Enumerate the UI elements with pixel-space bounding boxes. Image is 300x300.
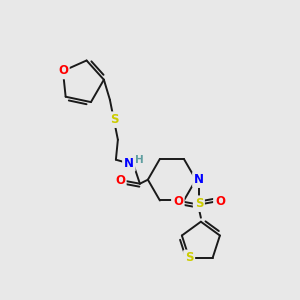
Text: S: S [110,113,118,126]
Text: S: S [185,251,194,264]
Text: O: O [58,64,68,77]
Text: O: O [115,174,125,187]
Text: N: N [124,157,134,170]
Text: O: O [215,195,225,208]
Text: O: O [173,195,183,208]
Text: H: H [134,155,143,165]
Text: N: N [194,173,204,186]
Text: S: S [195,197,203,210]
